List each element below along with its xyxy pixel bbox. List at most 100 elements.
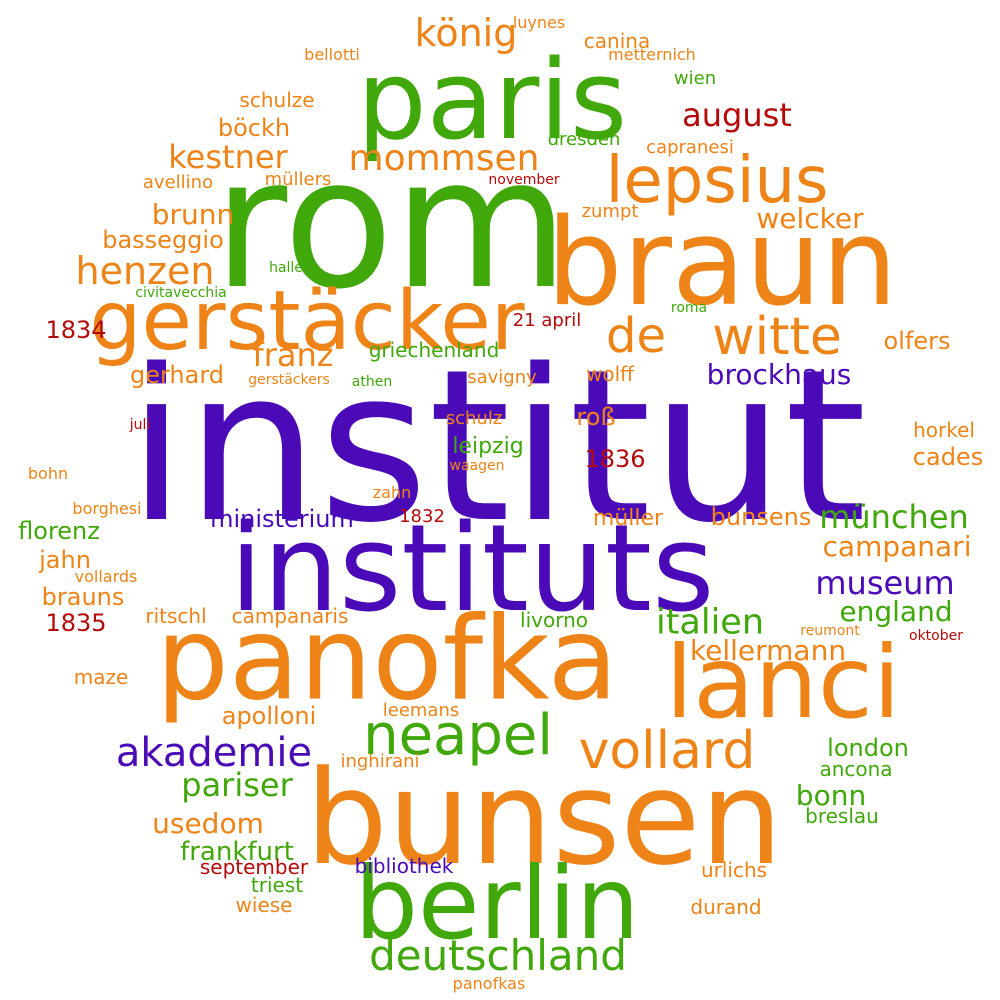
word-florenz: florenz — [18, 517, 100, 545]
word-canina: canina — [583, 29, 651, 53]
word-kellermann: kellermann — [689, 634, 847, 667]
word-jahn: jahn — [39, 546, 91, 574]
word-panofkas: panofkas — [452, 974, 526, 993]
word-boeckh: böckh — [217, 114, 291, 142]
word-bellotti: bellotti — [304, 45, 360, 64]
word-paris: paris — [356, 36, 628, 164]
word-roma: roma — [670, 300, 708, 316]
word-zahn: zahn — [372, 483, 412, 502]
word-apolloni: apolloni — [221, 702, 317, 730]
word-usedom: usedom — [152, 807, 264, 840]
word-urlichs: urlichs — [700, 858, 768, 882]
word-triest: triest — [250, 873, 304, 897]
word-mommsen: mommsen — [348, 138, 540, 179]
word-borghesi: borghesi — [72, 499, 142, 518]
word-welcker: welcker — [756, 202, 864, 235]
word-bohn: bohn — [27, 464, 69, 483]
word-rom: rom — [213, 120, 569, 329]
word-brockhaus: brockhaus — [706, 358, 852, 391]
word-museum: museum — [815, 564, 955, 602]
word-england: england — [839, 595, 953, 628]
word-mueller: müller — [592, 506, 664, 531]
word-muenchen: münchen — [819, 498, 969, 536]
word-koenig: könig — [414, 11, 518, 55]
word-akademie: akademie — [115, 730, 313, 776]
word-campanari: campanari — [822, 530, 972, 563]
word-savigny: savigny — [467, 367, 537, 388]
word-brunn: brunn — [151, 198, 235, 231]
word-juli: juli — [129, 417, 151, 433]
word-breslau: breslau — [805, 804, 879, 828]
word-ancona: ancona — [819, 757, 893, 781]
word-1834: 1834 — [45, 316, 107, 344]
word-london: london — [827, 734, 909, 762]
word-de: de — [606, 308, 666, 364]
word-brauns: brauns — [41, 583, 125, 611]
word-braun: braun — [546, 194, 898, 333]
word-horkel: horkel — [913, 418, 975, 442]
word-cades: cades — [912, 443, 984, 471]
word-berlin: berlin — [354, 845, 640, 962]
word-institut: institut — [127, 324, 867, 569]
word-muellers: müllers — [264, 169, 332, 190]
word-1835: 1835 — [45, 609, 107, 637]
word-dresden: dresden — [547, 129, 621, 150]
word-neapel: neapel — [363, 703, 553, 768]
word-21-april: 21 april — [512, 310, 582, 331]
word-witte: witte — [712, 307, 842, 367]
word-wiese: wiese — [235, 893, 293, 917]
word-wolff: wolff — [586, 362, 634, 386]
word-italien: italien — [655, 602, 765, 643]
word-gerstaecker: gerstäcker — [89, 274, 525, 369]
word-leemans: leemans — [382, 700, 460, 721]
word-kestner: kestner — [168, 138, 288, 176]
word-maze: maze — [73, 665, 129, 689]
word-durand: durand — [690, 895, 762, 919]
word-leipzig: leipzig — [452, 434, 524, 459]
word-zumpt: zumpt — [581, 201, 639, 222]
word-civitavecchia: civitavecchia — [135, 285, 227, 301]
word-olfers: olfers — [883, 327, 951, 355]
word-waagen: waagen — [449, 458, 505, 474]
word-ritschl: ritschl — [145, 604, 207, 628]
word-vollard: vollard — [578, 721, 756, 781]
word-instituts: instituts — [229, 500, 715, 639]
word-bunsens: bunsens — [710, 503, 812, 531]
word-frankfurt: frankfurt — [180, 837, 294, 867]
word-gerhard: gerhard — [129, 361, 225, 389]
word-capranesi: capranesi — [646, 137, 734, 158]
word-basseggio: basseggio — [102, 226, 224, 254]
word-1836: 1836 — [584, 445, 646, 473]
word-vollards: vollards — [74, 567, 138, 586]
word-bonn: bonn — [795, 779, 867, 812]
word-livorno: livorno — [520, 608, 588, 632]
word-oktober: oktober — [909, 628, 963, 644]
word-bibliothek: bibliothek — [354, 854, 454, 878]
word-campanaris: campanaris — [231, 604, 349, 628]
word-luynes: luynes — [512, 13, 566, 32]
word-halle: halle — [269, 260, 303, 276]
word-metternich: metternich — [608, 45, 696, 64]
word-deutschland: deutschland — [369, 931, 627, 980]
word-lanci: lanci — [665, 624, 901, 741]
word-ministerium: ministerium — [210, 505, 354, 533]
word-1832: 1832 — [399, 506, 445, 527]
word-avellino: avellino — [142, 172, 214, 193]
word-september: september — [199, 855, 309, 879]
word-ross: roß — [576, 403, 616, 431]
word-franz: franz — [252, 336, 334, 374]
word-november: november — [488, 172, 560, 188]
word-reumont: reumont — [800, 623, 860, 639]
word-schulz: schulz — [445, 408, 503, 429]
word-schulze: schulze — [239, 88, 315, 112]
word-lepsius: lepsius — [605, 144, 829, 218]
word-august: august — [682, 96, 792, 134]
word-athen: athen — [351, 374, 393, 390]
word-griechenland: griechenland — [368, 338, 500, 362]
word-gerstaeckers: gerstäckers — [248, 372, 330, 388]
word-inghirani: inghirani — [340, 751, 420, 772]
word-pariser: pariser — [181, 766, 293, 804]
word-panofka: panofka — [155, 592, 619, 727]
word-bunsen: bunsen — [305, 742, 783, 894]
